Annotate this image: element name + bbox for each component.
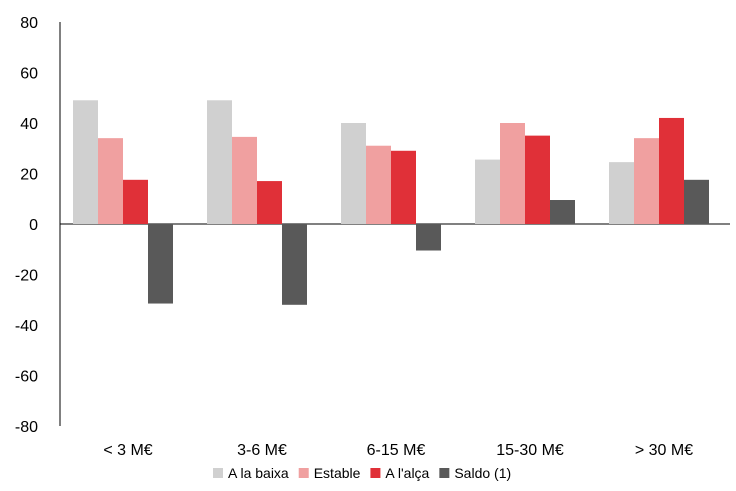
legend-item: Estable (298, 465, 361, 481)
bar-estable-1 (98, 138, 123, 224)
bar-saldo-1-5 (684, 179, 709, 224)
legend-item: Saldo (1) (439, 465, 511, 481)
bar-a-la-baixa-3 (341, 123, 366, 224)
legend-label: A la baixa (228, 465, 289, 481)
axes-layer: -80 -60 -40 -20 0 20 40 60 80 < 3 M€ 3-6 M€ 6-15 M€… (15, 15, 730, 459)
legend-swatch (298, 468, 309, 478)
bar-estable-2 (232, 136, 257, 224)
x-category-label: 3-6 M€ (237, 442, 287, 459)
bar-a-l-al-a-1 (123, 179, 148, 224)
bar-saldo-1-3 (416, 224, 441, 251)
x-category-label: 6-15 M€ (367, 442, 426, 459)
legend-swatch (213, 468, 223, 478)
legend-label: Estable (314, 465, 361, 481)
x-category-label: < 3 M€ (103, 442, 152, 459)
bar-a-la-baixa-2 (207, 100, 232, 224)
x-category-label: > 30 M€ (635, 442, 693, 459)
bar-a-la-baixa-1 (73, 100, 98, 224)
y-tick-label: -60 (15, 369, 38, 386)
legend: A la baixa Estable A l'alça Saldo (1) (213, 465, 511, 481)
y-tick-label: 40 (20, 116, 38, 133)
bar-estable-5 (634, 138, 659, 224)
bar-saldo-1-2 (282, 224, 307, 305)
legend-item: A la baixa (213, 465, 289, 481)
bar-a-la-baixa-4 (475, 159, 500, 224)
bars-layer (73, 100, 709, 305)
bar-saldo-1-4 (550, 200, 575, 224)
legend-item: A l'alça (370, 465, 430, 481)
y-tick-label: 60 (20, 66, 38, 83)
legend-swatch (370, 468, 381, 478)
bar-a-l-al-a-3 (391, 150, 416, 224)
y-tick-label: 0 (29, 217, 38, 234)
legend-label: Saldo (1) (454, 465, 511, 481)
bar-a-l-al-a-4 (525, 135, 550, 224)
y-tick-label: -20 (15, 268, 38, 285)
y-tick-label: -80 (15, 419, 38, 436)
legend-label: A l'alça (385, 465, 429, 481)
bar-a-l-al-a-2 (257, 181, 282, 224)
legend-swatch (439, 468, 450, 478)
bar-a-la-baixa-5 (609, 162, 634, 224)
y-tick-label: 20 (20, 167, 38, 184)
bar-estable-4 (500, 123, 525, 224)
x-category-label: 15-30 M€ (496, 442, 564, 459)
bar-saldo-1-1 (148, 224, 173, 304)
y-tick-label: -40 (15, 318, 38, 335)
y-tick-label: 80 (20, 15, 38, 32)
bar-a-l-al-a-5 (659, 117, 684, 224)
bar-estable-3 (366, 145, 391, 224)
